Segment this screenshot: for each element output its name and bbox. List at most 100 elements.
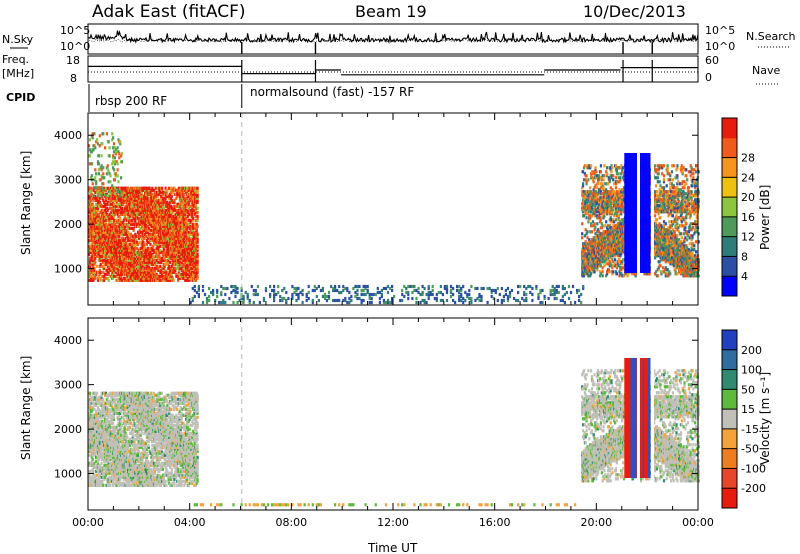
echo-cell (93, 262, 96, 266)
echo-cell (91, 260, 94, 264)
echo-cell (97, 228, 100, 232)
echo-cell (99, 210, 102, 214)
freq-trace (88, 60, 698, 82)
echo-cell (129, 278, 132, 282)
echo-cell (140, 214, 143, 218)
echo-cell (91, 212, 94, 216)
echo-cell (104, 220, 107, 224)
echo-cell (116, 278, 119, 282)
echo-cell (135, 208, 138, 212)
echo-cell (105, 212, 108, 216)
echo-cell (136, 210, 140, 214)
echo-cell (120, 270, 123, 274)
echo-cell (123, 208, 126, 212)
echo-cell (116, 162, 119, 166)
echo-cell (88, 228, 91, 232)
echo-cell (113, 222, 116, 226)
echo-cell (93, 226, 96, 230)
echo-cell (130, 226, 133, 230)
echo-cell (157, 198, 160, 202)
echo-cell (128, 226, 132, 230)
echo-cell (105, 250, 108, 254)
echo-cell (112, 270, 116, 274)
echo-cell (126, 232, 129, 236)
echo-cell (102, 190, 105, 194)
echo-cell (108, 216, 111, 220)
echo-cell (120, 278, 124, 282)
echo-cell (144, 260, 148, 264)
echo-cell (132, 246, 135, 250)
echo-cell (601, 182, 604, 186)
echo-cell (136, 278, 139, 282)
echo-cell (141, 246, 144, 250)
echo-cell (143, 268, 146, 272)
echo-cell (102, 224, 105, 228)
echo-cell (146, 246, 149, 250)
echo-cell (98, 218, 101, 222)
echo-cell (91, 182, 94, 186)
echo-cell (91, 262, 94, 266)
echo-cell (128, 274, 131, 278)
echo-cell (149, 222, 152, 226)
echo-cell (147, 218, 150, 222)
echo-cell (94, 274, 97, 278)
echo-cell (133, 244, 136, 248)
echo-cell (141, 230, 144, 234)
echo-cell (123, 248, 126, 252)
echo-cell (120, 230, 123, 234)
echo-cell (108, 218, 111, 222)
echo-cell (124, 264, 127, 268)
echo-cell (96, 234, 100, 238)
echo-cell (196, 252, 199, 256)
echo-cell (92, 188, 95, 192)
echo-cell (131, 186, 134, 190)
echo-cell (92, 204, 95, 208)
echo-cell (133, 256, 136, 260)
echo-cell (97, 240, 100, 244)
echo-cell (127, 226, 130, 230)
echo-cell (98, 272, 101, 276)
echo-cell (146, 230, 149, 234)
echo-cell (589, 186, 592, 190)
nsky-trace (87, 29, 699, 54)
echo-cell (129, 186, 132, 190)
echo-cell (136, 192, 140, 196)
echo-cell (109, 186, 112, 190)
echo-cell (147, 240, 150, 244)
echo-cell (147, 256, 150, 260)
echo-cell (123, 266, 126, 270)
echo-cell (145, 194, 148, 198)
echo-cell (88, 208, 91, 212)
echo-cell (120, 200, 124, 204)
echo-cell (106, 218, 109, 222)
echo-cell (130, 218, 133, 222)
echo-cell (89, 276, 92, 280)
echo-cell (107, 244, 110, 248)
echo-cell (117, 254, 120, 258)
echo-cell (590, 230, 594, 234)
echo-cell (117, 220, 120, 224)
echo-cell (590, 272, 593, 276)
echo-cell (114, 208, 117, 212)
echo-cell (135, 210, 138, 214)
echo-cell (124, 198, 127, 202)
echo-cell (104, 196, 108, 200)
echo-cell (132, 216, 135, 220)
echo-cell (120, 244, 124, 248)
echo-cell (118, 224, 121, 228)
echo-cell (118, 208, 121, 212)
echo-cell (117, 190, 120, 194)
echo-cell (95, 272, 98, 276)
echo-cell (115, 200, 118, 204)
echo-cell (113, 254, 116, 258)
echo-cell (90, 204, 93, 208)
echo-cell (112, 262, 116, 266)
echo-cell (98, 234, 101, 238)
echo-cell (101, 236, 104, 240)
echo-cell (134, 206, 137, 210)
echo-cell (144, 226, 148, 230)
echo-cell (105, 272, 108, 276)
echo-cell (127, 224, 130, 228)
echo-cell (146, 228, 149, 232)
echo-cell (98, 134, 101, 138)
